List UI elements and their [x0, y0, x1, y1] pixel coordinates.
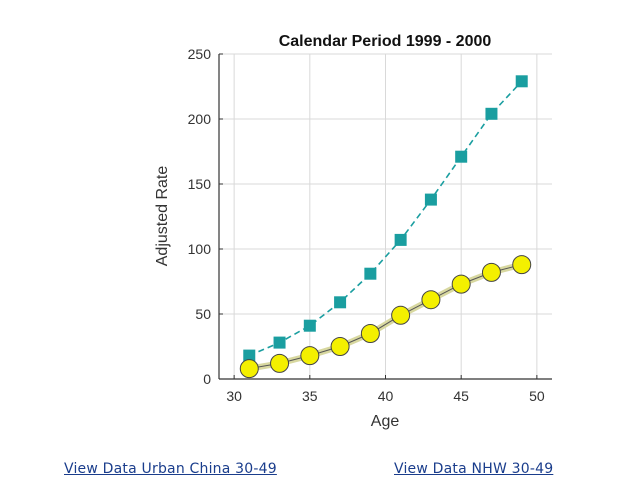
y-tick-label: 50: [195, 306, 211, 322]
y-tick-label: 100: [188, 241, 212, 257]
series-1-point: [451, 274, 471, 294]
series-1-line: [249, 264, 522, 370]
x-axis-label: Age: [371, 413, 400, 430]
y-axis-label: Adjusted Rate: [154, 166, 171, 267]
series-0-point: [394, 233, 407, 246]
series-0-line: [248, 80, 523, 357]
x-tick-label: 45: [453, 388, 469, 404]
series-0-point: [455, 150, 468, 163]
series-0-point: [515, 75, 528, 88]
y-tick-label: 200: [188, 111, 212, 127]
series-0-point: [334, 296, 347, 309]
series-0-point: [303, 319, 316, 332]
x-tick-label: 35: [302, 388, 318, 404]
series-1-point: [512, 255, 532, 275]
data-links: View Data Urban China 30-49 View Data NH…: [0, 455, 621, 485]
series-1-point: [330, 337, 350, 356]
series: [239, 75, 532, 379]
series-0-point: [273, 336, 286, 349]
series-1-point: [300, 346, 320, 366]
view-data-urban-china-link[interactable]: View Data Urban China 30-49: [64, 461, 277, 477]
series-1-point: [481, 262, 501, 282]
series-0-point: [364, 267, 377, 280]
x-tick-label: 30: [226, 388, 242, 404]
x-tick-label: 40: [378, 388, 394, 404]
series-0-point: [243, 349, 256, 362]
series-0-point: [424, 193, 437, 206]
axes: [218, 53, 552, 380]
series-1-point: [270, 353, 290, 373]
chart-title: Calendar Period 1999 - 2000: [279, 33, 492, 50]
chart: Calendar Period 1999 - 2000 30 35 40 45 50 0 5…: [154, 33, 552, 430]
tick-labels: 30 35 40 45 50 0 50 100 150 200 250: [188, 46, 545, 404]
y-tick-label: 150: [188, 176, 212, 192]
series-1-point: [391, 305, 411, 325]
x-tick-label: 50: [529, 388, 545, 404]
series-1-point: [239, 359, 259, 379]
series-1-point: [360, 324, 380, 343]
y-tick-label: 0: [203, 371, 211, 387]
series-0-point: [485, 107, 498, 120]
series-1-point: [421, 290, 441, 310]
view-data-nhw-link[interactable]: View Data NHW 30-49: [394, 461, 554, 477]
y-tick-label: 250: [188, 46, 212, 62]
